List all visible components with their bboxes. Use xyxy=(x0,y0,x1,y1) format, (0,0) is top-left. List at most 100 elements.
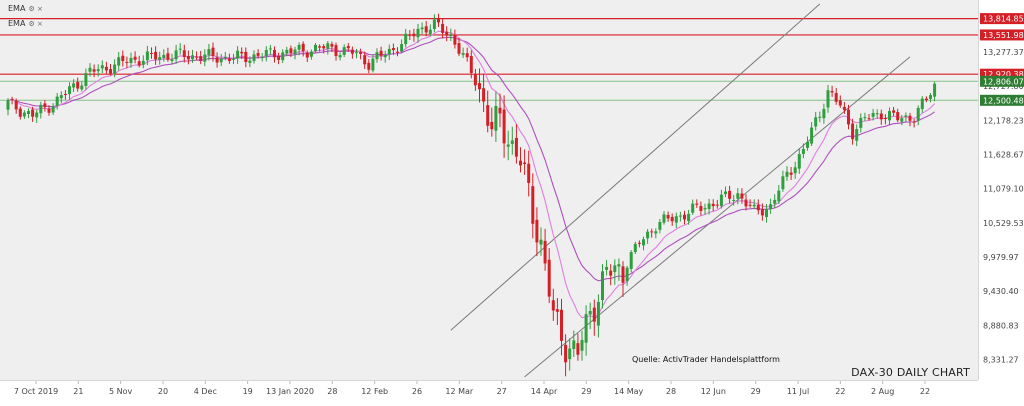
candle-body xyxy=(227,58,231,61)
candle-body xyxy=(322,46,326,49)
candle-body xyxy=(326,43,330,49)
x-tick-label: 12 Feb xyxy=(361,387,388,396)
candle-body xyxy=(129,58,133,63)
candle-body xyxy=(580,340,584,351)
candle-body xyxy=(510,140,514,144)
candle-body xyxy=(699,205,703,211)
x-tick-label: 12 Jun xyxy=(701,387,726,396)
candle-body xyxy=(658,222,662,230)
candle-body xyxy=(219,58,223,63)
candle-body xyxy=(355,52,358,54)
candle-body xyxy=(371,58,375,71)
candle-body xyxy=(264,49,268,57)
candle-body xyxy=(797,154,801,169)
candle-body xyxy=(863,117,867,119)
candle-body xyxy=(789,172,793,175)
price-axis[interactable]: 8,331.27 8,880.83 9,430.40 9,979.97 10,529.5… xyxy=(978,0,1024,380)
price-tag-label: 13,814.85 xyxy=(983,15,1024,24)
candle-body xyxy=(818,116,822,118)
candle-body xyxy=(539,239,543,245)
candle-body xyxy=(104,66,108,71)
candle-body xyxy=(432,19,436,29)
ema-legend-2[interactable]: EMA ⚙ × xyxy=(8,19,43,28)
candle-body xyxy=(453,35,457,45)
source-note: Quelle: ActivTrader Handelsplattform xyxy=(632,355,780,364)
candle-body xyxy=(195,56,199,58)
candle-body xyxy=(154,51,158,60)
x-tick-label: 21 xyxy=(73,387,83,396)
candle-body xyxy=(724,191,727,195)
candle-body xyxy=(359,52,363,54)
ema-legend-1[interactable]: EMA ⚙ × xyxy=(8,4,43,13)
candle-body xyxy=(14,100,18,110)
candle-body xyxy=(494,105,498,131)
x-tick-label: 13 Jan 2020 xyxy=(266,387,314,396)
candle-body xyxy=(924,98,928,101)
x-tick-label: 14 Apr xyxy=(531,387,558,396)
candle-body xyxy=(916,107,920,121)
candle-body xyxy=(519,160,522,166)
x-tick-label: 2 Aug xyxy=(871,387,894,396)
candle-body xyxy=(601,271,604,301)
candle-body xyxy=(63,93,67,95)
candle-body xyxy=(596,301,600,326)
candle-body xyxy=(273,49,276,58)
candle-body xyxy=(719,194,723,207)
candle-body xyxy=(96,69,100,72)
candle-body xyxy=(72,83,76,88)
candle-body xyxy=(613,265,617,273)
candle-body xyxy=(404,33,408,45)
candle-body xyxy=(564,344,568,363)
time-axis-svg: 7 Oct 2019 21 5 Nov 20 4 Dec 19 13 Jan 2020 28 1… xyxy=(14,381,930,396)
settings-icon[interactable]: ⚙ × xyxy=(28,4,43,13)
candle-body xyxy=(125,62,129,64)
candle-body xyxy=(666,214,670,219)
candle-body xyxy=(920,98,924,110)
candle-body xyxy=(240,51,244,54)
candle-body xyxy=(109,69,112,74)
candle-body xyxy=(523,162,527,165)
candle-body xyxy=(379,50,383,56)
candle-body xyxy=(842,106,846,111)
y-tick-label: 11,628.67 xyxy=(983,150,1024,159)
candle-body xyxy=(498,107,502,114)
candle-body xyxy=(760,208,764,216)
candle-body xyxy=(55,96,59,106)
price-tag-label: 12,806.07 xyxy=(983,77,1024,86)
x-tick-label: 28 xyxy=(327,387,337,396)
price-tag xyxy=(980,94,1024,106)
candle-body xyxy=(560,309,563,341)
candle-body xyxy=(535,219,539,243)
candle-body xyxy=(92,69,96,72)
candle-body xyxy=(875,113,879,115)
plot-area[interactable] xyxy=(0,0,978,380)
candle-body xyxy=(543,240,547,264)
settings-icon[interactable]: ⚙ × xyxy=(28,19,43,28)
candle-body xyxy=(383,54,387,58)
candle-body xyxy=(465,53,469,58)
candle-body xyxy=(6,100,10,110)
candle-body xyxy=(441,23,445,33)
x-tick-label: 29 xyxy=(751,387,761,396)
candle-body xyxy=(330,44,334,47)
x-tick-label: 7 Oct 2019 xyxy=(14,387,58,396)
candle-body xyxy=(769,204,773,209)
y-tick-label: 10,529.53 xyxy=(983,219,1024,228)
candle-body xyxy=(900,118,904,122)
candle-body xyxy=(211,47,215,57)
candle-body xyxy=(646,231,650,239)
candle-body xyxy=(10,98,14,100)
candle-body xyxy=(178,48,182,50)
candle-body xyxy=(490,121,494,130)
candle-body xyxy=(473,74,477,86)
candle-body xyxy=(428,29,432,34)
candle-body xyxy=(826,90,830,108)
price-tag-label: 12,920.38 xyxy=(983,70,1024,79)
candle-body xyxy=(232,58,235,60)
x-tick-label: 22 xyxy=(835,387,845,396)
candle-body xyxy=(551,300,555,311)
candle-body xyxy=(47,108,51,113)
candle-body xyxy=(207,49,211,56)
time-axis[interactable]: 7 Oct 2019 21 5 Nov 20 4 Dec 19 13 Jan 2020 28 1… xyxy=(0,380,978,402)
candle-body xyxy=(752,204,756,207)
